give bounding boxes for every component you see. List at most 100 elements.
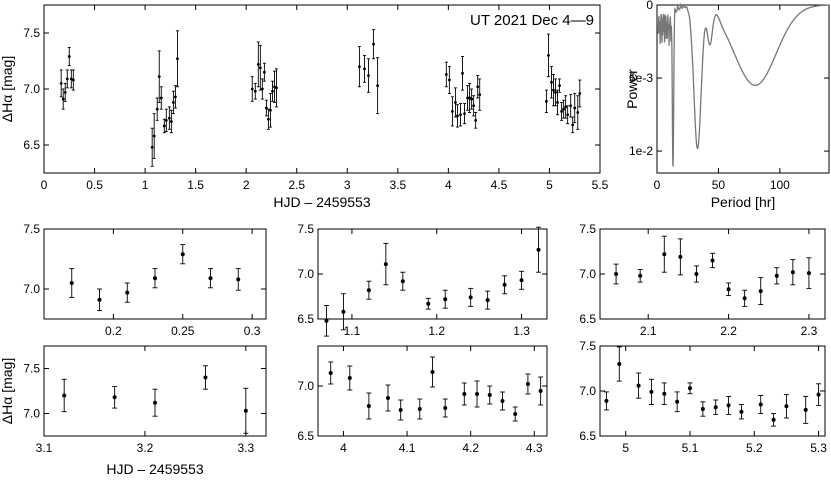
point-marker xyxy=(417,407,422,411)
x-tick-label: 4.3 xyxy=(526,441,543,455)
y-axis-label: ΔHα [mag] xyxy=(0,56,15,122)
x-tick-label: 0.25 xyxy=(171,324,195,338)
data-point xyxy=(270,80,274,102)
data-point xyxy=(447,66,451,94)
point-marker xyxy=(236,277,241,282)
data-point xyxy=(538,376,544,406)
point-marker xyxy=(456,114,459,118)
point-marker xyxy=(62,393,67,398)
point-marker xyxy=(366,288,371,293)
data-point xyxy=(485,290,491,310)
data-point xyxy=(551,73,555,107)
point-marker xyxy=(500,399,505,403)
data-point xyxy=(573,93,577,124)
x-tick-label: 4.2 xyxy=(462,441,479,455)
y-tick-label: 7.5 xyxy=(23,362,40,376)
panel-3: 1.1 1.2 1.3 6.5 7.0 7.5 xyxy=(297,222,548,338)
panel-4: 2.1 2.2 2.3 6.5 7.0 7.5 xyxy=(579,222,826,338)
y-tick-label: 7.0 xyxy=(297,267,314,281)
point-marker xyxy=(203,375,208,380)
point-marker xyxy=(604,398,609,403)
data-point xyxy=(258,44,262,91)
point-marker xyxy=(502,282,507,287)
point-marker xyxy=(444,73,448,76)
y-tick-label: 6.5 xyxy=(579,429,596,443)
x-tick-label: 1.3 xyxy=(513,324,530,338)
data-point xyxy=(453,87,457,118)
data-point xyxy=(758,395,764,414)
data-point xyxy=(487,385,493,405)
data-point xyxy=(560,101,564,121)
data-point xyxy=(157,50,161,103)
point-marker xyxy=(63,90,67,94)
point-marker xyxy=(478,93,482,96)
data-point xyxy=(648,378,654,405)
data-point xyxy=(366,280,372,300)
x-tick-label: 2.3 xyxy=(801,324,818,338)
point-marker xyxy=(125,290,130,295)
data-point xyxy=(376,57,380,115)
data-point xyxy=(637,269,643,283)
data-point xyxy=(112,386,118,409)
point-marker xyxy=(153,276,157,281)
point-marker xyxy=(176,57,179,61)
data-point xyxy=(268,93,272,128)
point-marker xyxy=(739,409,744,414)
y-tick-label: 7.0 xyxy=(23,407,40,421)
data-point xyxy=(260,78,264,100)
data-point xyxy=(59,69,63,98)
point-marker xyxy=(476,85,480,89)
x-tick-label: 2 xyxy=(243,178,250,192)
data-point xyxy=(726,282,732,297)
data-point xyxy=(97,288,102,312)
data-point xyxy=(616,346,622,382)
point-marker xyxy=(71,78,75,82)
point-marker xyxy=(174,95,177,99)
x-tick-label: 3.3 xyxy=(237,441,254,455)
data-point xyxy=(323,305,329,337)
point-marker xyxy=(155,107,159,111)
data-point xyxy=(803,395,809,424)
point-marker xyxy=(152,134,156,138)
x-tick-label: 0 xyxy=(654,178,661,192)
data-point xyxy=(442,289,448,309)
data-point xyxy=(173,85,177,109)
point-marker xyxy=(569,104,573,108)
data-point xyxy=(169,109,173,134)
x-tick-label: 0.5 xyxy=(86,178,103,192)
data-point xyxy=(519,270,525,290)
point-marker xyxy=(462,392,467,396)
panel-0: 0 0.5 1 1.5 2 2.5 3 3.5 4 4.5 5 5.5 6.5 7.0 7.5 UT 2021… xyxy=(0,4,609,210)
point-marker xyxy=(472,104,476,108)
power-axis-label: Power xyxy=(624,69,640,109)
panel-frame xyxy=(43,4,601,174)
point-marker xyxy=(97,297,102,302)
data-point xyxy=(771,413,777,427)
point-marker xyxy=(816,392,821,397)
point-marker xyxy=(376,84,379,88)
x-tick-label: 5.3 xyxy=(810,441,827,455)
point-marker xyxy=(758,402,763,407)
data-point xyxy=(458,103,462,127)
point-marker xyxy=(451,110,454,113)
data-point xyxy=(202,365,208,390)
point-marker xyxy=(662,391,667,396)
point-marker xyxy=(167,116,171,120)
zoom-x-axis-label: HJD – 2459553 xyxy=(106,461,204,477)
data-point xyxy=(556,89,560,116)
data-point xyxy=(758,277,764,306)
point-marker xyxy=(700,407,705,411)
y-tick-label: 0 xyxy=(646,0,653,12)
data-point xyxy=(461,56,465,91)
point-marker xyxy=(536,247,541,252)
point-marker xyxy=(694,272,699,276)
data-point xyxy=(61,378,67,413)
x-tick-label: 1.1 xyxy=(344,324,361,338)
x-tick-label: 0.3 xyxy=(244,324,261,338)
data-point xyxy=(180,244,186,265)
point-marker xyxy=(784,404,789,409)
point-marker xyxy=(385,396,390,400)
data-point xyxy=(69,268,75,298)
data-point xyxy=(152,268,158,289)
x-tick-label: 4.1 xyxy=(399,441,416,455)
